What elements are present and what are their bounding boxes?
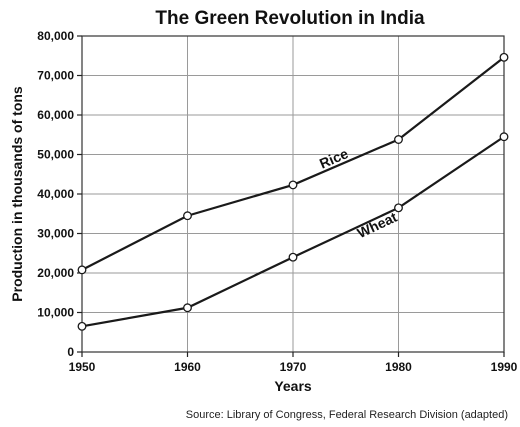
y-tick-label: 30,000 bbox=[37, 227, 74, 241]
series-layer bbox=[77, 52, 509, 331]
x-tick-label: 1950 bbox=[69, 360, 96, 374]
axis-ticks bbox=[77, 35, 505, 357]
y-tick-label: 50,000 bbox=[37, 148, 74, 162]
y-tick-label: 20,000 bbox=[37, 266, 74, 280]
rice-data-point bbox=[77, 265, 87, 275]
y-tick-label: 0 bbox=[67, 345, 74, 359]
rice-data-point bbox=[499, 52, 509, 62]
x-tick-label: 1980 bbox=[385, 360, 412, 374]
y-tick-label: 10,000 bbox=[37, 306, 74, 320]
wheat-data-point bbox=[77, 321, 87, 331]
grid-lines bbox=[82, 36, 504, 352]
x-tick-label: 1960 bbox=[174, 360, 201, 374]
y-tick-label: 70,000 bbox=[37, 69, 74, 83]
wheat-data-point bbox=[499, 132, 509, 142]
rice-data-point bbox=[394, 135, 403, 144]
y-tick-label: 80,000 bbox=[37, 29, 74, 43]
y-axis-label: Production in thousands of tons bbox=[9, 86, 25, 302]
wheat-data-point bbox=[288, 252, 298, 262]
x-tick-label: 1990 bbox=[491, 360, 518, 374]
wheat-data-point bbox=[183, 303, 192, 313]
source-note: Source: Library of Congress, Federal Res… bbox=[186, 409, 508, 421]
y-tick-label: 60,000 bbox=[37, 108, 74, 122]
x-axis-label: Years bbox=[274, 378, 312, 394]
rice-data-point bbox=[288, 180, 298, 190]
wheat-data-point bbox=[394, 203, 403, 213]
wheat-series-label: Wheat bbox=[355, 209, 400, 241]
chart-title: The Green Revolution in India bbox=[155, 8, 425, 29]
y-tick-label: 40,000 bbox=[37, 187, 74, 201]
x-tick-label: 1970 bbox=[280, 360, 307, 374]
tick-labels: 0 10,000 20,000 30,000 40,000 50,000 60,000 70,… bbox=[37, 29, 517, 374]
rice-data-point bbox=[183, 211, 192, 221]
